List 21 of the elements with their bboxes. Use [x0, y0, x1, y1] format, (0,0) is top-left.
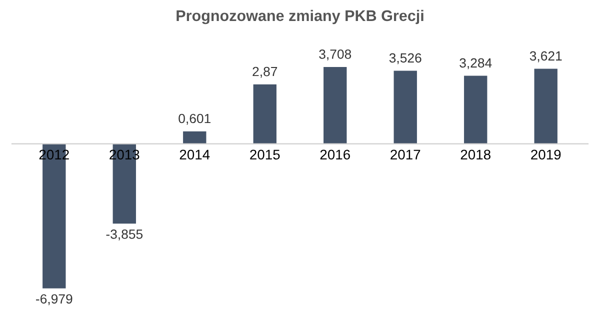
- bar: [183, 131, 206, 144]
- bar: [534, 68, 558, 144]
- data-label: 3,621: [530, 51, 562, 62]
- x-tick-label: 2016: [320, 150, 350, 160]
- data-label: 3,284: [460, 58, 492, 70]
- bar: [464, 76, 488, 144]
- data-label: 2,87: [252, 66, 278, 78]
- data-label: 3,526: [389, 53, 422, 64]
- bar: [324, 66, 347, 144]
- x-tick-label: 2017: [390, 150, 420, 160]
- chart-title: Prognozowane zmiany PKB Grecji: [176, 10, 424, 24]
- x-tick-label: 2015: [250, 150, 280, 160]
- data-label: 0,601: [178, 114, 210, 125]
- bar: [394, 70, 417, 144]
- data-label: -3,855: [106, 230, 143, 240]
- data-label: -6,979: [36, 294, 72, 306]
- x-tick-label: 2018: [460, 150, 490, 160]
- x-tick-label: 2019: [531, 150, 561, 160]
- bar: [253, 84, 276, 144]
- x-tick-label: 2014: [180, 150, 210, 160]
- data-label: 3,708: [319, 49, 352, 60]
